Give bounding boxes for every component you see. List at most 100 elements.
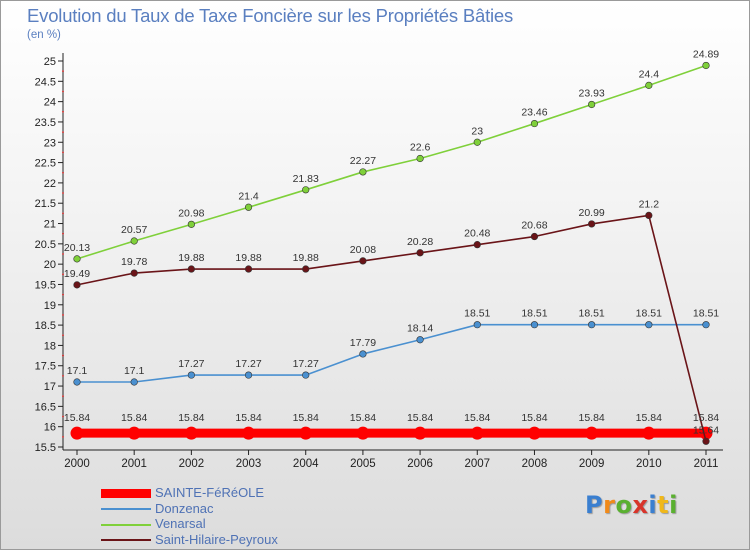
- data-label: 15.84: [178, 412, 204, 424]
- data-point[interactable]: [302, 186, 310, 194]
- y-minor-tick: [62, 171, 64, 174]
- data-point[interactable]: [299, 426, 313, 440]
- data-point[interactable]: [187, 220, 195, 228]
- data-label: 19.88: [178, 252, 204, 264]
- data-point[interactable]: [416, 336, 424, 344]
- series-0: [70, 426, 713, 440]
- data-label: 18.14: [407, 323, 433, 335]
- data-label: 15.84: [521, 412, 547, 424]
- x-tick-label: 2003: [236, 458, 262, 470]
- proxiti-logo: Proxiti: [585, 491, 678, 519]
- legend-label-sainte-fereole: SAINTE-FéRéOLE: [155, 485, 265, 500]
- legend-label-saint-hilaire-peyroux: Saint-Hilaire-Peyroux: [155, 531, 278, 547]
- data-label: 19.88: [235, 252, 261, 264]
- data-point[interactable]: [184, 426, 198, 440]
- data-point[interactable]: [302, 265, 310, 273]
- y-minor-tick: [62, 70, 64, 73]
- y-minor-tick: [62, 232, 64, 235]
- x-tick-label: 2004: [293, 458, 319, 470]
- data-point[interactable]: [359, 257, 367, 265]
- data-point[interactable]: [127, 426, 141, 440]
- data-label: 17.27: [235, 358, 261, 370]
- data-point[interactable]: [473, 241, 481, 249]
- data-point[interactable]: [527, 426, 541, 440]
- series-line: [77, 323, 706, 383]
- data-point[interactable]: [530, 119, 539, 128]
- data-label: 15.84: [350, 412, 376, 424]
- data-point[interactable]: [588, 220, 596, 228]
- data-point[interactable]: [242, 426, 256, 440]
- y-tick-label: 19: [44, 300, 56, 312]
- data-point[interactable]: [642, 426, 656, 440]
- data-point[interactable]: [702, 321, 710, 329]
- data-point[interactable]: [530, 232, 539, 241]
- y-tick-label: 18: [44, 340, 56, 352]
- legend-item-donzenac[interactable]: Donzenac: [101, 501, 278, 517]
- x-tick-label: 2007: [464, 458, 490, 470]
- data-point[interactable]: [359, 350, 367, 358]
- y-tick-label: 23.5: [35, 117, 56, 129]
- data-point[interactable]: [70, 426, 84, 440]
- y-minor-tick: [62, 151, 64, 154]
- y-tick-label: 18.5: [35, 320, 56, 332]
- legend-item-saint-hilaire-peyroux[interactable]: Saint-Hilaire-Peyroux: [101, 532, 278, 548]
- legend-item-venarsal[interactable]: Venarsal: [101, 516, 278, 532]
- y-tick-label: 20: [44, 259, 56, 271]
- data-point[interactable]: [244, 371, 253, 379]
- data-point[interactable]: [588, 321, 596, 329]
- data-label: 20.28: [407, 236, 433, 248]
- data-point[interactable]: [130, 378, 138, 386]
- data-point[interactable]: [473, 138, 481, 146]
- data-label: 15.84: [121, 412, 147, 424]
- data-point[interactable]: [588, 100, 596, 109]
- data-point[interactable]: [645, 211, 653, 219]
- data-point[interactable]: [130, 269, 138, 277]
- data-label: 19.88: [293, 252, 319, 264]
- y-tick-label: 22: [44, 178, 56, 190]
- x-tick-label: 2010: [636, 458, 662, 470]
- data-label: 20.98: [178, 207, 204, 219]
- legend-item-sainte-fereole[interactable]: SAINTE-FéRéOLE: [101, 485, 278, 501]
- legend-swatch-sainte-fereole: [101, 489, 151, 499]
- data-point[interactable]: [244, 265, 253, 273]
- brand-letter: i: [648, 491, 658, 519]
- data-point[interactable]: [73, 255, 81, 263]
- series-line: [76, 64, 707, 260]
- y-minor-tick: [62, 415, 64, 418]
- data-point[interactable]: [530, 321, 539, 329]
- data-point[interactable]: [645, 321, 653, 329]
- x-tick-label: 2005: [350, 458, 376, 470]
- data-label: 24.4: [639, 68, 660, 80]
- y-tick-label: 23: [44, 137, 56, 149]
- data-point[interactable]: [645, 81, 653, 89]
- data-point[interactable]: [702, 437, 710, 445]
- data-label: 23.93: [578, 87, 604, 99]
- y-minor-tick: [62, 435, 64, 438]
- data-label: 20.99: [578, 207, 604, 219]
- data-label: 15.84: [636, 412, 662, 424]
- x-tick-label: 2000: [64, 458, 90, 470]
- data-point[interactable]: [187, 265, 195, 273]
- data-point[interactable]: [73, 281, 81, 289]
- data-point[interactable]: [359, 168, 367, 176]
- data-point[interactable]: [187, 371, 195, 379]
- data-point[interactable]: [702, 61, 710, 70]
- series-1: [73, 321, 710, 386]
- data-point[interactable]: [470, 426, 484, 440]
- data-point[interactable]: [73, 378, 81, 386]
- x-tick-label: 2002: [179, 458, 205, 470]
- data-point[interactable]: [302, 371, 310, 379]
- series-3: [73, 211, 710, 445]
- data-point[interactable]: [413, 426, 427, 440]
- data-point[interactable]: [130, 237, 138, 245]
- data-point[interactable]: [416, 249, 424, 257]
- data-point[interactable]: [244, 203, 253, 211]
- data-point[interactable]: [416, 154, 424, 163]
- data-label: 18.51: [693, 308, 719, 320]
- data-point[interactable]: [356, 426, 370, 440]
- data-point[interactable]: [585, 426, 599, 440]
- y-minor-tick: [62, 395, 64, 398]
- y-tick-label: 25: [44, 56, 56, 68]
- series-line: [76, 214, 707, 442]
- data-point[interactable]: [473, 321, 481, 329]
